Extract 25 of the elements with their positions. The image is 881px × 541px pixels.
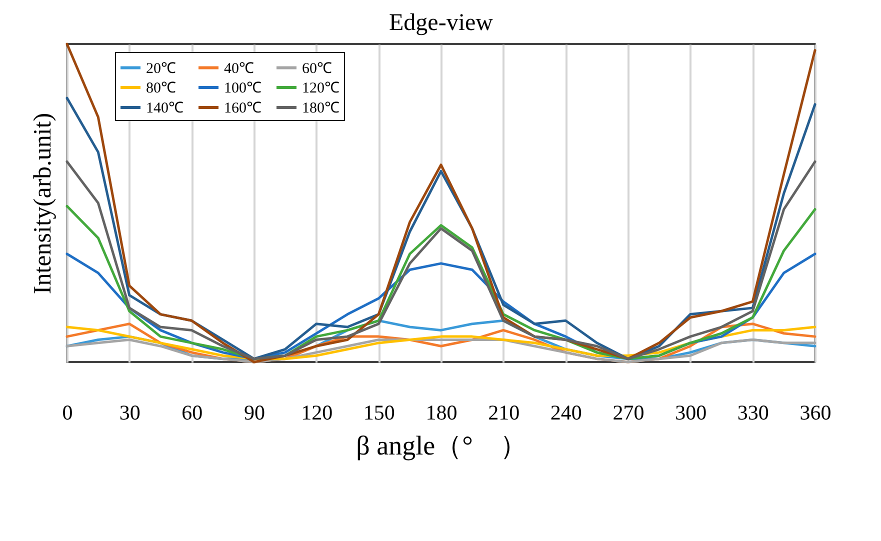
legend-label: 180℃: [302, 100, 340, 116]
x-tick-label: 330: [737, 400, 769, 424]
chart-title: Edge-view: [389, 10, 494, 36]
x-tick-label: 270: [612, 400, 644, 424]
x-tick-label: 150: [363, 400, 395, 424]
legend-label: 80℃: [146, 80, 176, 96]
legend-label: 20℃: [146, 60, 176, 77]
legend-label: 60℃: [302, 60, 332, 77]
x-tick-label: 30: [119, 400, 140, 424]
x-tick-label: 120: [301, 400, 333, 424]
x-tick-label: 240: [550, 400, 582, 424]
legend-label: 140℃: [146, 100, 184, 116]
x-tick-label: 0: [62, 400, 73, 424]
x-tick-label: 210: [488, 400, 520, 424]
legend-label: 100℃: [224, 80, 262, 96]
legend-label: 160℃: [224, 100, 262, 116]
legend-label: 40℃: [224, 60, 254, 77]
x-tick-label: 90: [244, 400, 265, 424]
x-tick-label: 60: [182, 400, 203, 424]
x-tick-label: 300: [675, 400, 707, 424]
y-axis-title: Intensity(arb.unit): [30, 112, 56, 294]
x-tick-label: 180: [426, 400, 458, 424]
x-tick-label: 360: [800, 400, 832, 424]
legend-label: 120℃: [302, 80, 340, 96]
x-axis-title: β angle（° ）: [356, 430, 527, 460]
